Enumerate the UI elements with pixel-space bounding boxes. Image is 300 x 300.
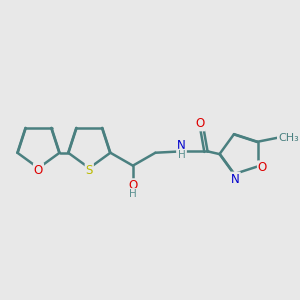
Text: O: O (258, 161, 267, 174)
Text: N: N (231, 172, 240, 185)
Text: S: S (85, 164, 93, 177)
Text: N: N (177, 140, 186, 152)
Text: H: H (129, 189, 137, 199)
Text: O: O (128, 179, 137, 192)
Text: CH₃: CH₃ (278, 133, 299, 142)
Text: H: H (178, 150, 185, 160)
Text: O: O (34, 164, 43, 177)
Text: O: O (196, 117, 205, 130)
